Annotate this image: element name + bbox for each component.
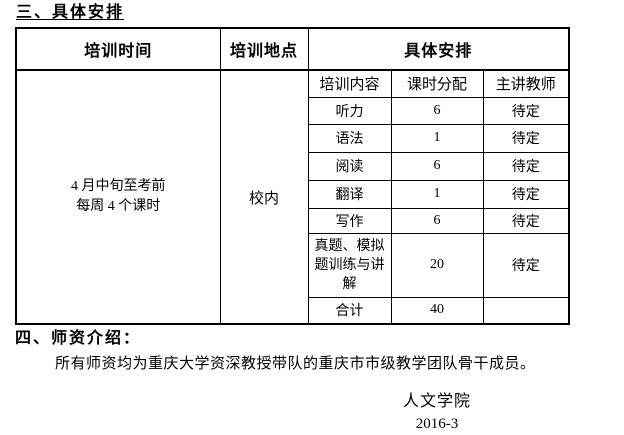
teacher-cell: 待定	[482, 207, 570, 234]
content-cell: 翻译	[307, 179, 392, 209]
header-arrangement: 具体安排	[307, 27, 570, 71]
total-hours-cell: 40	[390, 296, 484, 325]
time-line-2: 每周 4 个课时	[76, 199, 161, 214]
table-row: 翻译 1 待定	[16, 179, 570, 209]
training-schedule-table: 培训时间 培训地点 具体安排 4 月中旬至考前 每周 4 个课时 校内 培训内容…	[15, 27, 571, 325]
table-header-row: 培训时间 培训地点 具体安排	[15, 27, 570, 71]
content-cell: 听力	[307, 96, 392, 125]
total-teacher-cell	[482, 296, 570, 325]
section-3-heading: 三、具体安排	[16, 3, 624, 23]
hours-cell: 6	[390, 207, 484, 234]
time-cell: 4 月中旬至考前 每周 4 个课时	[15, 69, 221, 325]
section-4-heading: 四、师资介绍：	[15, 330, 142, 347]
subheader-teacher: 主讲教师	[482, 69, 570, 98]
teacher-cell: 待定	[482, 96, 570, 125]
hours-cell: 20	[390, 232, 484, 298]
table-row: 真题、模拟题训练与讲解 20 待定	[16, 232, 570, 298]
content-cell: 阅读	[307, 151, 392, 181]
signoff-organization: 人文学院	[402, 393, 471, 410]
location-cell: 校内	[219, 69, 309, 325]
teacher-cell: 待定	[482, 232, 570, 298]
signoff-block: 人文学院 2016-3	[347, 392, 527, 434]
hours-cell: 6	[390, 151, 484, 181]
content-cell: 真题、模拟题训练与讲解	[307, 232, 392, 298]
table-row: 听力 6 待定	[16, 96, 570, 125]
document-page: 三、具体安排 培训时间 培训地点 具体安排 4 月中旬至考前 每周 4 个课时 …	[0, 3, 624, 435]
content-cell: 写作	[307, 207, 392, 234]
teacher-cell: 待定	[482, 151, 570, 181]
hours-cell: 6	[390, 96, 484, 125]
header-time: 培训时间	[15, 27, 221, 71]
subheader-hours: 课时分配	[390, 69, 484, 98]
hours-cell: 1	[390, 123, 484, 153]
teacher-cell: 待定	[482, 179, 570, 209]
hours-cell: 1	[390, 179, 484, 209]
subheader-content: 培训内容	[307, 69, 392, 98]
header-location: 培训地点	[219, 27, 309, 71]
total-label-cell: 合计	[307, 296, 392, 325]
teacher-cell: 待定	[482, 123, 570, 153]
content-cell: 语法	[307, 123, 392, 153]
faculty-paragraph: 所有师资均为重庆大学资深教授带队的重庆市市级教学团队骨干成员。	[55, 356, 536, 372]
signoff-date: 2016-3	[415, 416, 459, 432]
table-subheader-row: 4 月中旬至考前 每周 4 个课时 校内 培训内容 课时分配 主讲教师	[15, 69, 570, 325]
time-line-1: 4 月中旬至考前	[71, 179, 166, 194]
section-3-heading-text: 三、具体安排	[16, 4, 125, 21]
table-row: 写作 6 待定	[16, 207, 570, 234]
table-row-total: 合计 40	[16, 296, 570, 325]
